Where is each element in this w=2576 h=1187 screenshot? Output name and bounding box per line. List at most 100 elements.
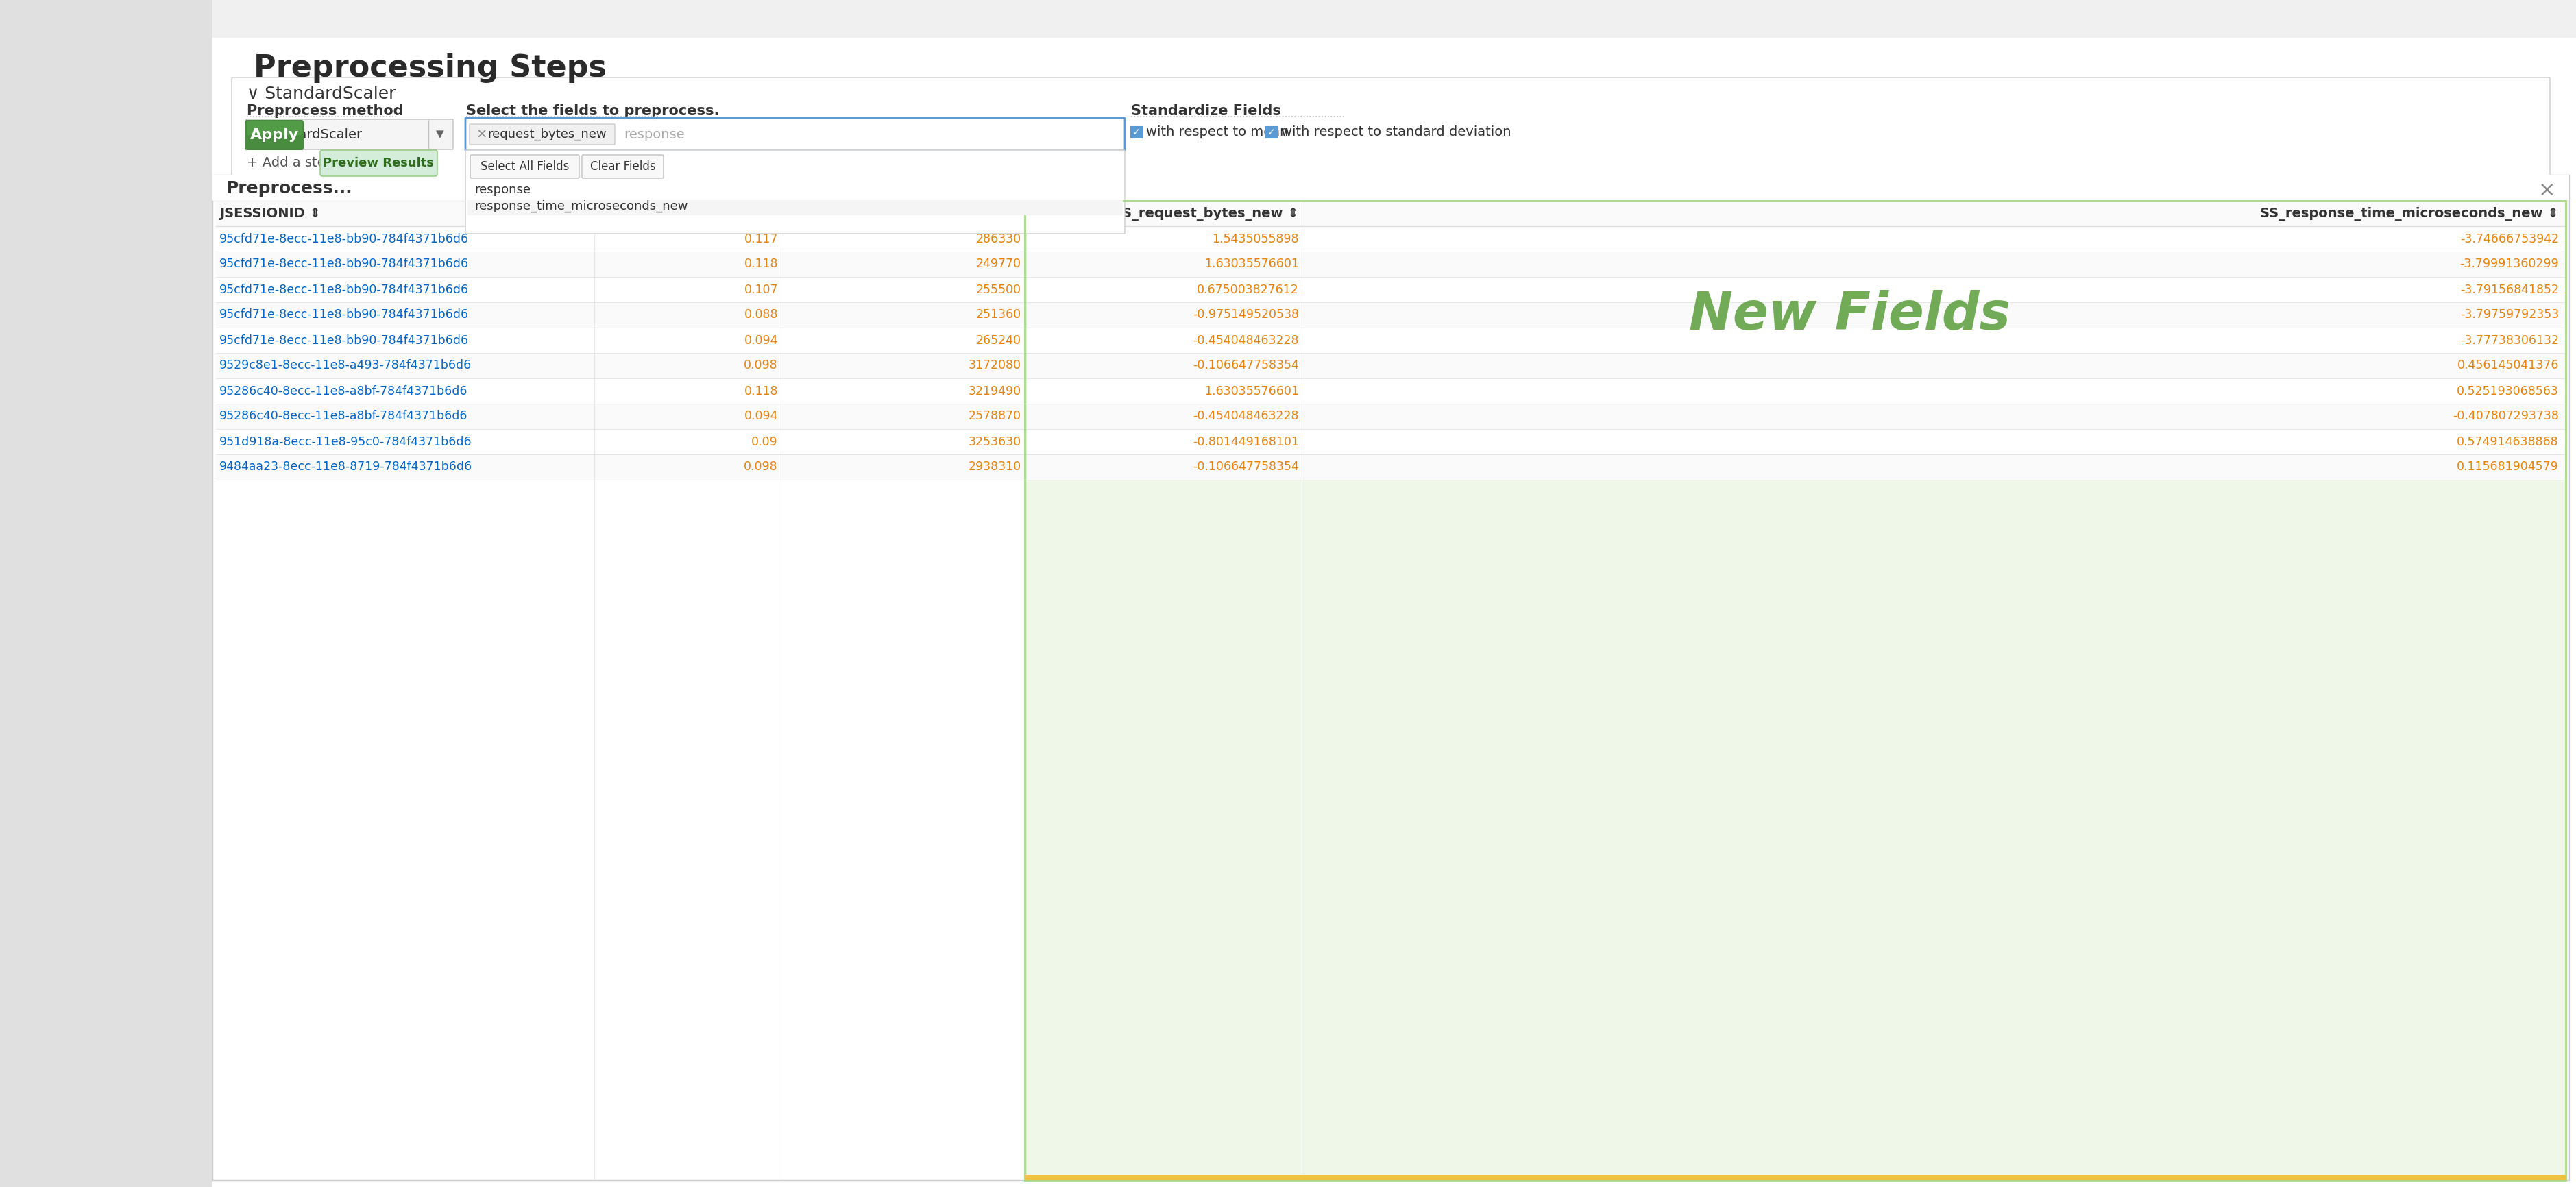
Text: 9484aa23-8ecc-11e8-8719-784f4371b6d6: 9484aa23-8ecc-11e8-8719-784f4371b6d6: [219, 461, 471, 474]
Text: response_time_microseconds_new: response_time_microseconds_new: [474, 201, 688, 212]
Text: 0.098: 0.098: [744, 461, 778, 474]
Text: 0.098: 0.098: [744, 360, 778, 372]
Text: ▼: ▼: [435, 129, 443, 139]
Bar: [216, 429, 2566, 455]
Text: 3253630: 3253630: [969, 436, 1020, 447]
Text: 9529c8e1-8ecc-11e8-a493-784f4371b6d6: 9529c8e1-8ecc-11e8-a493-784f4371b6d6: [219, 360, 471, 372]
Text: ×: ×: [2537, 180, 2555, 201]
Text: 3172080: 3172080: [969, 360, 1020, 372]
Text: 0.094: 0.094: [744, 334, 778, 347]
Text: -0.106647758354: -0.106647758354: [1193, 461, 1298, 474]
Text: 1.5435055898: 1.5435055898: [1213, 233, 1298, 245]
Text: 0.09: 0.09: [752, 436, 778, 447]
Text: 95cfd71e-8ecc-11e8-bb90-784f4371b6d6: 95cfd71e-8ecc-11e8-bb90-784f4371b6d6: [219, 258, 469, 271]
Text: response: response: [623, 128, 685, 141]
Text: 3219490: 3219490: [969, 385, 1020, 398]
Text: 0.118: 0.118: [744, 385, 778, 398]
Bar: [216, 277, 2566, 303]
Text: -3.79759792353: -3.79759792353: [2460, 309, 2558, 320]
Text: 0.107: 0.107: [744, 284, 778, 296]
Text: ×: ×: [477, 128, 487, 141]
Text: ✓: ✓: [1267, 127, 1275, 137]
Text: response: response: [474, 184, 531, 196]
Text: 265240: 265240: [976, 334, 1020, 347]
Text: SS_request_bytes_new ⇕: SS_request_bytes_new ⇕: [1113, 207, 1298, 221]
Text: -0.801449168101: -0.801449168101: [1193, 436, 1298, 447]
Text: with respect to standard deviation: with respect to standard deviation: [1280, 126, 1512, 139]
Text: 0.675003827612: 0.675003827612: [1198, 284, 1298, 296]
Text: 95cfd71e-8ecc-11e8-bb90-784f4371b6d6: 95cfd71e-8ecc-11e8-bb90-784f4371b6d6: [219, 233, 469, 245]
FancyBboxPatch shape: [247, 119, 453, 150]
FancyBboxPatch shape: [466, 118, 1126, 151]
Text: Preprocessing Steps: Preprocessing Steps: [252, 53, 605, 83]
Text: with respect to mean: with respect to mean: [1146, 126, 1288, 139]
Text: 1.63035576601: 1.63035576601: [1206, 385, 1298, 398]
Text: 249770: 249770: [976, 258, 1020, 271]
FancyBboxPatch shape: [232, 77, 2550, 224]
Text: ∨ StandardScaler: ∨ StandardScaler: [247, 85, 397, 102]
Text: Preprocess method: Preprocess method: [247, 104, 404, 118]
Text: -0.975149520538: -0.975149520538: [1193, 309, 1298, 320]
Bar: [0, 0, 211, 1187]
Text: 2578870: 2578870: [969, 411, 1020, 423]
Text: Select All Fields: Select All Fields: [479, 160, 569, 172]
Text: Standardize Fields: Standardize Fields: [1131, 104, 1280, 118]
Text: JSESSIONID ⇕: JSESSIONID ⇕: [219, 207, 322, 220]
Text: -3.79991360299: -3.79991360299: [2460, 258, 2558, 271]
Bar: [1025, 1175, 2566, 1180]
Bar: [216, 379, 2566, 404]
Text: -0.454048463228: -0.454048463228: [1193, 411, 1298, 423]
Bar: [211, 0, 2576, 38]
Text: -0.407807293738: -0.407807293738: [2452, 411, 2558, 423]
Text: Clear Fields: Clear Fields: [590, 160, 654, 172]
FancyBboxPatch shape: [247, 121, 301, 135]
FancyBboxPatch shape: [1265, 127, 1278, 138]
Text: Apply: Apply: [250, 128, 299, 142]
Bar: [216, 455, 2566, 480]
Text: SS_response_time_microseconds_new ⇕: SS_response_time_microseconds_new ⇕: [2259, 207, 2558, 221]
Text: 95cfd71e-8ecc-11e8-bb90-784f4371b6d6: 95cfd71e-8ecc-11e8-bb90-784f4371b6d6: [219, 334, 469, 347]
Text: 286330: 286330: [976, 233, 1020, 245]
FancyBboxPatch shape: [582, 154, 665, 178]
Text: 255500: 255500: [976, 284, 1020, 296]
Bar: [1025, 201, 2566, 1180]
Text: 251360: 251360: [976, 309, 1020, 320]
Bar: [211, 174, 2568, 1180]
FancyBboxPatch shape: [469, 125, 616, 145]
Text: 95cfd71e-8ecc-11e8-bb90-784f4371b6d6: 95cfd71e-8ecc-11e8-bb90-784f4371b6d6: [219, 309, 469, 320]
Text: -3.79156841852: -3.79156841852: [2460, 284, 2558, 296]
FancyBboxPatch shape: [245, 120, 304, 150]
Bar: [216, 328, 2566, 353]
FancyBboxPatch shape: [471, 154, 580, 178]
Text: 95286c40-8ecc-11e8-a8bf-784f4371b6d6: 95286c40-8ecc-11e8-a8bf-784f4371b6d6: [219, 385, 469, 398]
Text: ✓: ✓: [1133, 127, 1141, 137]
Bar: [466, 201, 1123, 215]
Bar: [216, 353, 2566, 379]
Text: 2938310: 2938310: [969, 461, 1020, 474]
Text: -0.106647758354: -0.106647758354: [1193, 360, 1298, 372]
Bar: [211, 174, 2568, 201]
FancyBboxPatch shape: [319, 150, 438, 176]
Text: 0.094: 0.094: [744, 411, 778, 423]
Text: 0.118: 0.118: [744, 258, 778, 271]
Text: New Fields: New Fields: [1690, 290, 2012, 341]
Text: request_bytes_new ⇕: request_bytes_new ⇕: [618, 207, 778, 221]
Text: -0.454048463228: -0.454048463228: [1193, 334, 1298, 347]
Bar: [216, 303, 2566, 328]
Text: 0.117: 0.117: [744, 233, 778, 245]
Text: 0.456145041376: 0.456145041376: [2458, 360, 2558, 372]
Text: StandardScaler: StandardScaler: [260, 128, 363, 141]
Text: Preprocess...: Preprocess...: [227, 180, 353, 197]
Bar: [216, 252, 2566, 277]
Text: + Add a step: + Add a step: [247, 157, 335, 170]
Bar: [216, 201, 2566, 227]
Text: 95286c40-8ecc-11e8-a8bf-784f4371b6d6: 95286c40-8ecc-11e8-a8bf-784f4371b6d6: [219, 411, 469, 423]
Text: 0.574914638868: 0.574914638868: [2458, 436, 2558, 447]
Bar: [216, 404, 2566, 429]
Text: -3.77738306132: -3.77738306132: [2460, 334, 2558, 347]
Bar: [1025, 201, 2566, 1180]
Text: 0.088: 0.088: [744, 309, 778, 320]
Bar: [216, 227, 2566, 252]
FancyBboxPatch shape: [466, 150, 1126, 234]
Text: 0.115681904579: 0.115681904579: [2458, 461, 2558, 474]
